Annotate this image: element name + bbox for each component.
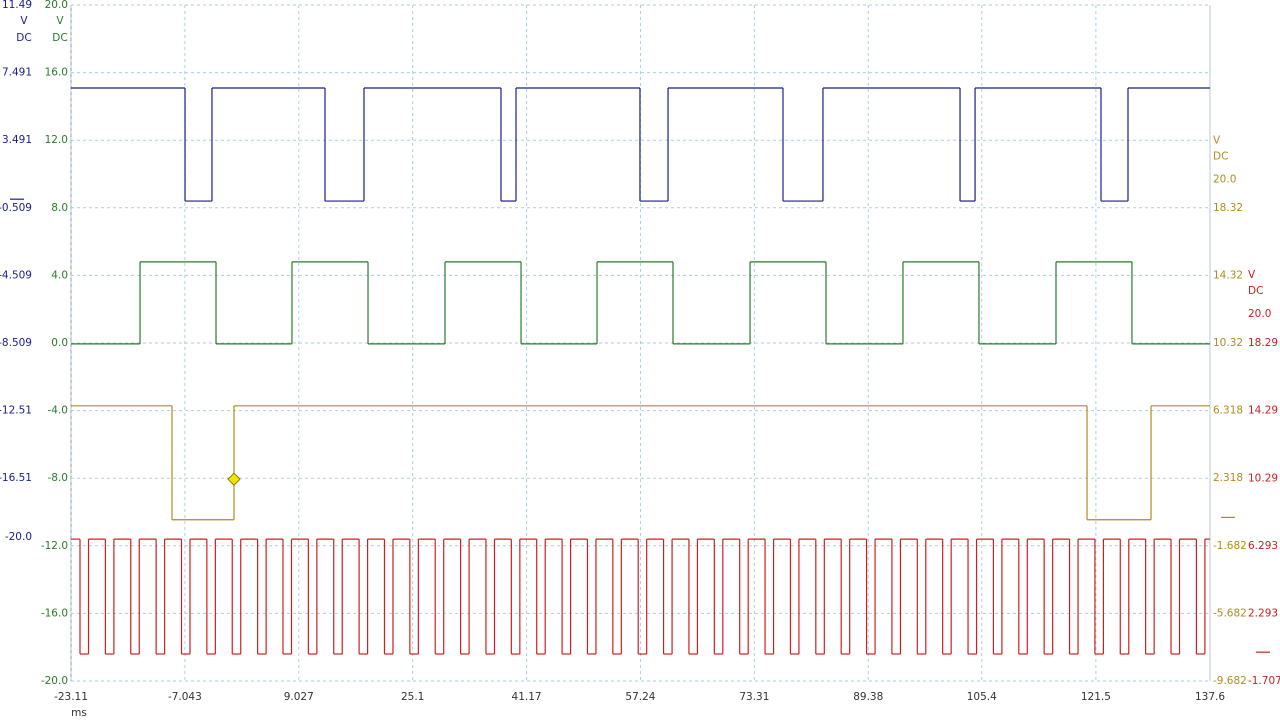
x-tick-label: 105.4 bbox=[967, 691, 997, 703]
y-tick-label: 11.49 bbox=[2, 0, 32, 11]
y-tick-label: 16.0 bbox=[45, 67, 68, 79]
x-tick-label: 41.17 bbox=[512, 691, 542, 703]
x-tick-label: -23.11 bbox=[54, 691, 88, 703]
y-tick-label: 6.293 bbox=[1248, 540, 1278, 552]
unit-label: V bbox=[20, 15, 28, 27]
coupling-label: DC bbox=[1248, 285, 1263, 297]
y-tick-label: -4.509 bbox=[0, 269, 32, 281]
trigger-marker bbox=[227, 472, 241, 486]
y-tick-label: 6.318 bbox=[1213, 405, 1243, 417]
y-tick-label: -12.51 bbox=[0, 405, 32, 417]
x-tick-label: 25.1 bbox=[401, 691, 424, 703]
y-tick-label: -9.682 bbox=[1213, 675, 1247, 687]
y-tick-label: -8.509 bbox=[0, 337, 32, 349]
y-tick-label: -16.51 bbox=[0, 472, 32, 484]
y-tick-label: 14.29 bbox=[1248, 405, 1278, 417]
y-tick-label: 12.0 bbox=[45, 134, 68, 146]
y-tick-label: 20.0 bbox=[45, 0, 68, 11]
coupling-label: DC bbox=[1213, 150, 1228, 162]
x-tick-label: 9.027 bbox=[284, 691, 314, 703]
y-tick-label: 2.318 bbox=[1213, 472, 1243, 484]
x-tick-label: 57.24 bbox=[625, 691, 655, 703]
y-tick-label: 7.491 bbox=[2, 67, 32, 79]
y-tick-label: -8.0 bbox=[48, 472, 69, 484]
y-tick-label: -4.0 bbox=[48, 405, 69, 417]
x-tick-label: 121.5 bbox=[1081, 691, 1111, 703]
y-tick-label: 18.29 bbox=[1248, 337, 1278, 349]
y-tick-label: 20.0 bbox=[1213, 173, 1236, 185]
y-tick-label: -12.0 bbox=[41, 540, 68, 552]
y-tick-label: 2.293 bbox=[1248, 607, 1278, 619]
y-tick-label: 10.32 bbox=[1213, 337, 1243, 349]
y-tick-label: 20.0 bbox=[1248, 308, 1271, 320]
y-tick-label: -1.707 bbox=[1248, 675, 1280, 687]
y-tick-label: 8.0 bbox=[51, 202, 68, 214]
y-tick-label: -16.0 bbox=[41, 607, 68, 619]
y-tick-label: 4.0 bbox=[51, 269, 68, 281]
coupling-label: DC bbox=[16, 32, 31, 44]
unit-label: V bbox=[1213, 134, 1221, 146]
y-tick-label: 14.32 bbox=[1213, 269, 1243, 281]
y-tick-label: -0.509 bbox=[0, 202, 32, 214]
y-tick-label: -1.682 bbox=[1213, 540, 1247, 552]
y-tick-label: 18.32 bbox=[1213, 202, 1243, 214]
y-tick-label: 10.29 bbox=[1248, 472, 1278, 484]
x-axis-unit: ms bbox=[71, 707, 87, 719]
y-tick-label: -5.682 bbox=[1213, 607, 1247, 619]
x-tick-label: 89.38 bbox=[853, 691, 883, 703]
x-tick-label: -7.043 bbox=[168, 691, 202, 703]
unit-label: V bbox=[56, 15, 64, 27]
x-tick-label: 137.6 bbox=[1195, 691, 1225, 703]
unit-label: V bbox=[1248, 269, 1256, 281]
y-tick-label: 0.0 bbox=[51, 337, 68, 349]
y-tick-label: -20.0 bbox=[5, 531, 32, 543]
x-tick-label: 73.31 bbox=[739, 691, 769, 703]
y-tick-label: 3.491 bbox=[2, 134, 32, 146]
coupling-label: DC bbox=[52, 32, 67, 44]
y-tick-label: -20.0 bbox=[41, 675, 68, 687]
